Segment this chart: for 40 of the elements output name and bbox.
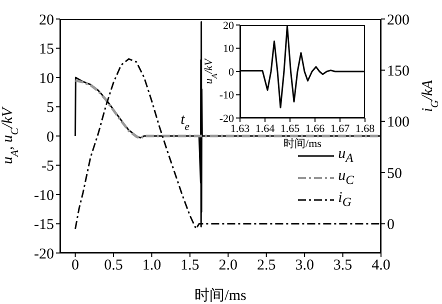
x-tick-label: 1.68 (355, 122, 376, 135)
x-tick-label: 1.67 (330, 122, 350, 135)
x-axis-title: 时间/ms (194, 287, 246, 304)
y-tick-label: 0 (228, 66, 234, 78)
x-tick-label: 3.5 (333, 258, 352, 274)
y-tick-label: -15 (34, 217, 54, 234)
y-tick-label: -10 (34, 188, 54, 204)
x-tick-label: 2.0 (218, 258, 238, 274)
y2-tick-label: 150 (387, 64, 410, 80)
x-tick-label: 2.5 (256, 258, 276, 274)
line-series (74, 79, 381, 140)
y-tick-label: 10 (39, 70, 54, 87)
x-tick-label: 1.64 (255, 122, 276, 135)
y2-tick-label: 200 (387, 12, 410, 28)
x-tick-label: 0.5 (104, 258, 123, 274)
y-tick-label: 20 (223, 20, 234, 32)
y-tick-label: 20 (39, 12, 54, 28)
annotation: t$_{e}$ (180, 112, 190, 133)
y2-tick-label: 50 (387, 166, 402, 182)
x-tick-label: 0 (72, 258, 80, 274)
x-tick-label: 1.63 (230, 122, 250, 135)
y2-tick-label: 0 (387, 217, 394, 234)
x-tick-label: 1.0 (142, 258, 162, 274)
y-tick-label: 15 (39, 42, 54, 58)
legend-label: u$_{C}$ (338, 168, 354, 188)
y-tick-label: 5 (46, 100, 54, 116)
y-tick-label: -20 (34, 246, 54, 262)
y-tick-label: -10 (219, 90, 234, 102)
y-tick-label: 10 (223, 43, 234, 56)
x-tick-label: 1.5 (180, 258, 200, 274)
x-tick-label: 3.0 (295, 258, 314, 274)
x-tick-label: 1.66 (305, 122, 326, 135)
x-tick-label: 4.0 (372, 258, 390, 274)
y-tick-label: -5 (42, 158, 54, 175)
x-axis-title: 时间/ms (284, 137, 322, 150)
legend-label: i$_{G}$ (338, 190, 352, 210)
y2-tick-label: 100 (387, 114, 410, 131)
y-tick-label: -20 (219, 112, 234, 125)
legend-label: u$_{A}$ (338, 146, 354, 166)
x-tick-label: 1.65 (280, 122, 300, 135)
